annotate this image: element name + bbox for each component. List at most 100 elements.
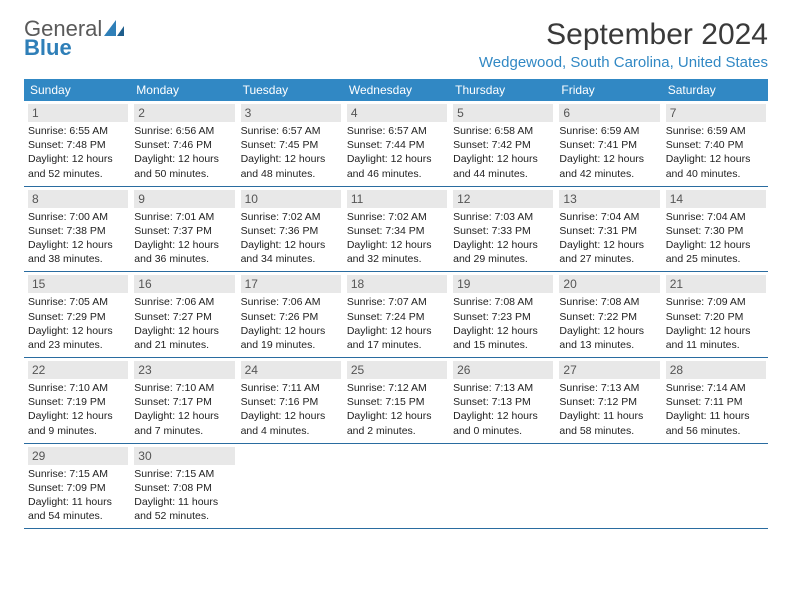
sunset: Sunset: 7:09 PM xyxy=(28,481,128,495)
calendar-cell: 24 Sunrise: 7:11 AMSunset: 7:16 PMDayligh… xyxy=(237,361,343,440)
calendar-cell: 9Sunrise: 7:01 AMSunset: 7:37 PMDaylight… xyxy=(130,190,236,269)
calendar-cell xyxy=(449,447,555,526)
day-number: 29 xyxy=(28,447,128,465)
day-info: Sunrise: 7:13 AMSunset: 7:12 PMDaylight:… xyxy=(559,381,659,438)
day-number: 15 xyxy=(28,275,128,293)
calendar-cell: 26 Sunrise: 7:13 AMSunset: 7:13 PMDayligh… xyxy=(449,361,555,440)
daylight: Daylight: 12 hours and 19 minutes. xyxy=(241,324,341,352)
sunset: Sunset: 7:24 PM xyxy=(347,310,447,324)
day-info: Sunrise: 6:59 AMSunset: 7:40 PMDaylight:… xyxy=(666,124,766,181)
calendar-cell: 11Sunrise: 7:02 AMSunset: 7:34 PMDayligh… xyxy=(343,190,449,269)
calendar-cell: 21Sunrise: 7:09 AMSunset: 7:20 PMDayligh… xyxy=(662,275,768,354)
sunrise: Sunrise: 7:10 AM xyxy=(134,381,234,395)
day-number: 28 xyxy=(666,361,766,379)
day-number: 11 xyxy=(347,190,447,208)
day-number: 26 xyxy=(453,361,553,379)
day-info: Sunrise: 7:14 AMSunset: 7:11 PMDaylight:… xyxy=(666,381,766,438)
calendar-cell: 27Sunrise: 7:13 AMSunset: 7:12 PMDayligh… xyxy=(555,361,661,440)
sunrise: Sunrise: 7:02 AM xyxy=(241,210,341,224)
calendar-cell xyxy=(555,447,661,526)
day-info: Sunrise: 7:04 AMSunset: 7:30 PMDaylight:… xyxy=(666,210,766,267)
calendar-cell: 6 Sunrise: 6:59 AMSunset: 7:41 PMDaylight… xyxy=(555,104,661,183)
sunset: Sunset: 7:26 PM xyxy=(241,310,341,324)
calendar-cell: 10 Sunrise: 7:02 AMSunset: 7:36 PMDayligh… xyxy=(237,190,343,269)
day-number: 12 xyxy=(453,190,553,208)
calendar-cell: 16Sunrise: 7:06 AMSunset: 7:27 PMDayligh… xyxy=(130,275,236,354)
calendar-cell: 1Sunrise: 6:55 AMSunset: 7:48 PMDaylight… xyxy=(24,104,130,183)
daylight: Daylight: 12 hours and 13 minutes. xyxy=(559,324,659,352)
day-number: 7 xyxy=(666,104,766,122)
day-info: Sunrise: 6:58 AMSunset: 7:42 PMDaylight:… xyxy=(453,124,553,181)
sunset: Sunset: 7:33 PM xyxy=(453,224,553,238)
day-number: 20 xyxy=(559,275,659,293)
day-number: 8 xyxy=(28,190,128,208)
day-info: Sunrise: 7:10 AMSunset: 7:17 PMDaylight:… xyxy=(134,381,234,438)
day-info: Sunrise: 7:08 AMSunset: 7:22 PMDaylight:… xyxy=(559,295,659,352)
daylight: Daylight: 12 hours and 21 minutes. xyxy=(134,324,234,352)
calendar-cell: 17Sunrise: 7:06 AMSunset: 7:26 PMDayligh… xyxy=(237,275,343,354)
calendar-cell: 19Sunrise: 7:08 AMSunset: 7:23 PMDayligh… xyxy=(449,275,555,354)
sunrise: Sunrise: 6:55 AM xyxy=(28,124,128,138)
day-number: 13 xyxy=(559,190,659,208)
logo-sail-icon xyxy=(104,20,124,41)
calendar-cell: 25Sunrise: 7:12 AMSunset: 7:15 PMDayligh… xyxy=(343,361,449,440)
daylight: Daylight: 12 hours and 52 minutes. xyxy=(28,152,128,180)
sunset: Sunset: 7:27 PM xyxy=(134,310,234,324)
day-info: Sunrise: 7:02 AMSunset: 7:36 PMDaylight:… xyxy=(241,210,341,267)
daylight: Daylight: 12 hours and 27 minutes. xyxy=(559,238,659,266)
sunrise: Sunrise: 7:11 AM xyxy=(241,381,341,395)
sunset: Sunset: 7:45 PM xyxy=(241,138,341,152)
sunrise: Sunrise: 6:59 AM xyxy=(559,124,659,138)
calendar-cell: 3Sunrise: 6:57 AMSunset: 7:45 PMDaylight… xyxy=(237,104,343,183)
sunset: Sunset: 7:29 PM xyxy=(28,310,128,324)
daylight: Daylight: 12 hours and 9 minutes. xyxy=(28,409,128,437)
sunset: Sunset: 7:22 PM xyxy=(559,310,659,324)
daylight: Daylight: 12 hours and 25 minutes. xyxy=(666,238,766,266)
sunrise: Sunrise: 7:02 AM xyxy=(347,210,447,224)
day-info: Sunrise: 7:15 AMSunset: 7:08 PMDaylight:… xyxy=(134,467,234,524)
day-number: 10 xyxy=(241,190,341,208)
calendar-cell: 8Sunrise: 7:00 AMSunset: 7:38 PMDaylight… xyxy=(24,190,130,269)
calendar-cell: 29Sunrise: 7:15 AMSunset: 7:09 PMDayligh… xyxy=(24,447,130,526)
day-header-row: Sunday Monday Tuesday Wednesday Thursday… xyxy=(24,79,768,101)
sunrise: Sunrise: 7:05 AM xyxy=(28,295,128,309)
day-number: 9 xyxy=(134,190,234,208)
day-info: Sunrise: 7:10 AMSunset: 7:19 PMDaylight:… xyxy=(28,381,128,438)
sunset: Sunset: 7:20 PM xyxy=(666,310,766,324)
day-info: Sunrise: 6:59 AMSunset: 7:41 PMDaylight:… xyxy=(559,124,659,181)
day-number: 22 xyxy=(28,361,128,379)
day-info: Sunrise: 7:12 AMSunset: 7:15 PMDaylight:… xyxy=(347,381,447,438)
day-number: 21 xyxy=(666,275,766,293)
calendar-cell: 12 Sunrise: 7:03 AMSunset: 7:33 PMDayligh… xyxy=(449,190,555,269)
calendar: Sunday Monday Tuesday Wednesday Thursday… xyxy=(24,79,768,529)
day-number: 19 xyxy=(453,275,553,293)
day-number: 24 xyxy=(241,361,341,379)
daylight: Daylight: 12 hours and 32 minutes. xyxy=(347,238,447,266)
sunset: Sunset: 7:40 PM xyxy=(666,138,766,152)
calendar-cell xyxy=(343,447,449,526)
calendar-cell: 13Sunrise: 7:04 AMSunset: 7:31 PMDayligh… xyxy=(555,190,661,269)
sunset: Sunset: 7:11 PM xyxy=(666,395,766,409)
day-info: Sunrise: 7:11 AMSunset: 7:16 PMDaylight:… xyxy=(241,381,341,438)
calendar-cell xyxy=(662,447,768,526)
day-number: 6 xyxy=(559,104,659,122)
sunset: Sunset: 7:13 PM xyxy=(453,395,553,409)
day-info: Sunrise: 7:03 AMSunset: 7:33 PMDaylight:… xyxy=(453,210,553,267)
sunset: Sunset: 7:30 PM xyxy=(666,224,766,238)
sunrise: Sunrise: 7:10 AM xyxy=(28,381,128,395)
day-info: Sunrise: 7:13 AMSunset: 7:13 PMDaylight:… xyxy=(453,381,553,438)
daylight: Daylight: 12 hours and 15 minutes. xyxy=(453,324,553,352)
dayhead-mon: Monday xyxy=(130,79,236,101)
daylight: Daylight: 12 hours and 36 minutes. xyxy=(134,238,234,266)
day-number: 4 xyxy=(347,104,447,122)
weeks-container: 1Sunrise: 6:55 AMSunset: 7:48 PMDaylight… xyxy=(24,101,768,529)
sunset: Sunset: 7:38 PM xyxy=(28,224,128,238)
day-number: 5 xyxy=(453,104,553,122)
sunset: Sunset: 7:37 PM xyxy=(134,224,234,238)
day-number: 2 xyxy=(134,104,234,122)
calendar-cell: 15Sunrise: 7:05 AMSunset: 7:29 PMDayligh… xyxy=(24,275,130,354)
daylight: Daylight: 12 hours and 34 minutes. xyxy=(241,238,341,266)
month-title: September 2024 xyxy=(479,18,768,52)
daylight: Daylight: 12 hours and 38 minutes. xyxy=(28,238,128,266)
sunrise: Sunrise: 7:15 AM xyxy=(28,467,128,481)
